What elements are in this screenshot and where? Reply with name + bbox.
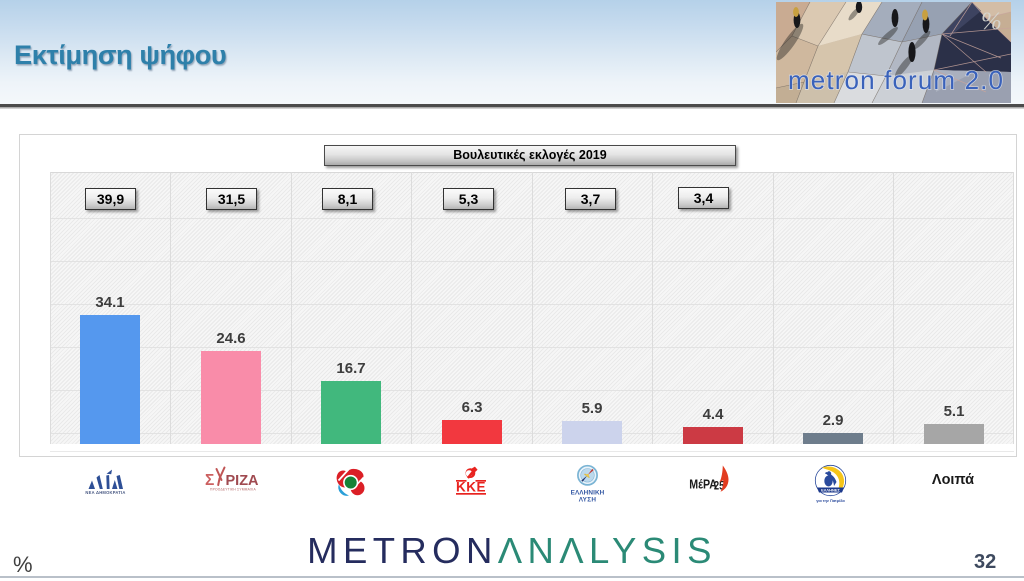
svg-text:ΠΡΟΟΔΕΥΤΙΚΗ ΣΥΜΜΑΧΙΑ: ΠΡΟΟΔΕΥΤΙΚΗ ΣΥΜΜΑΧΙΑ (210, 488, 257, 492)
svg-text:ΕΛΛΗΝΕΣ: ΕΛΛΗΝΕΣ (821, 488, 840, 493)
svg-text:ΚΚΕ: ΚΚΕ (456, 480, 486, 495)
svg-text:ΕΛΛΗΝΙΚΗ: ΕΛΛΗΝΙΚΗ (571, 490, 605, 497)
svg-text:25: 25 (714, 480, 725, 493)
svg-text:ΝΕΑ ΔΗΜΟΚΡΑΤΙΑ: ΝΕΑ ΔΗΜΟΚΡΑΤΙΑ (85, 490, 125, 495)
svg-text:%: % (981, 8, 1002, 35)
svg-text:για την Πατρίδα: για την Πατρίδα (816, 499, 845, 503)
svg-text:ΛΥΣΗ: ΛΥΣΗ (579, 497, 597, 504)
svg-text:metron forum 2.0: metron forum 2.0 (788, 65, 1003, 95)
svg-text:ΡΙΖΑ: ΡΙΖΑ (226, 473, 260, 489)
svg-text:Σ: Σ (205, 472, 214, 489)
svg-text:ΜέΡΑ: ΜέΡΑ (689, 476, 717, 491)
